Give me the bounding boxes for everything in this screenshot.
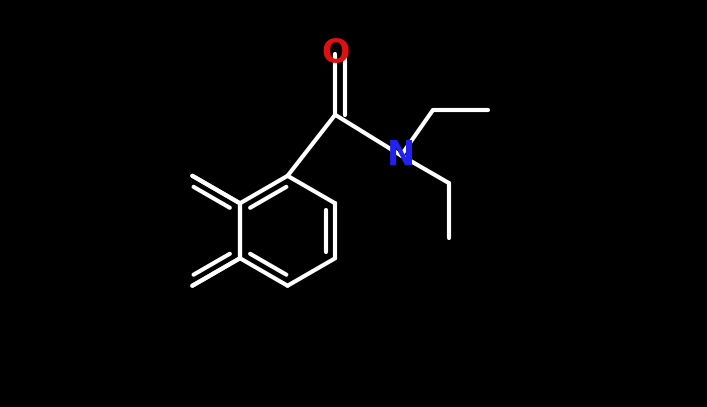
Text: N: N [387,139,415,172]
Text: O: O [321,37,349,70]
